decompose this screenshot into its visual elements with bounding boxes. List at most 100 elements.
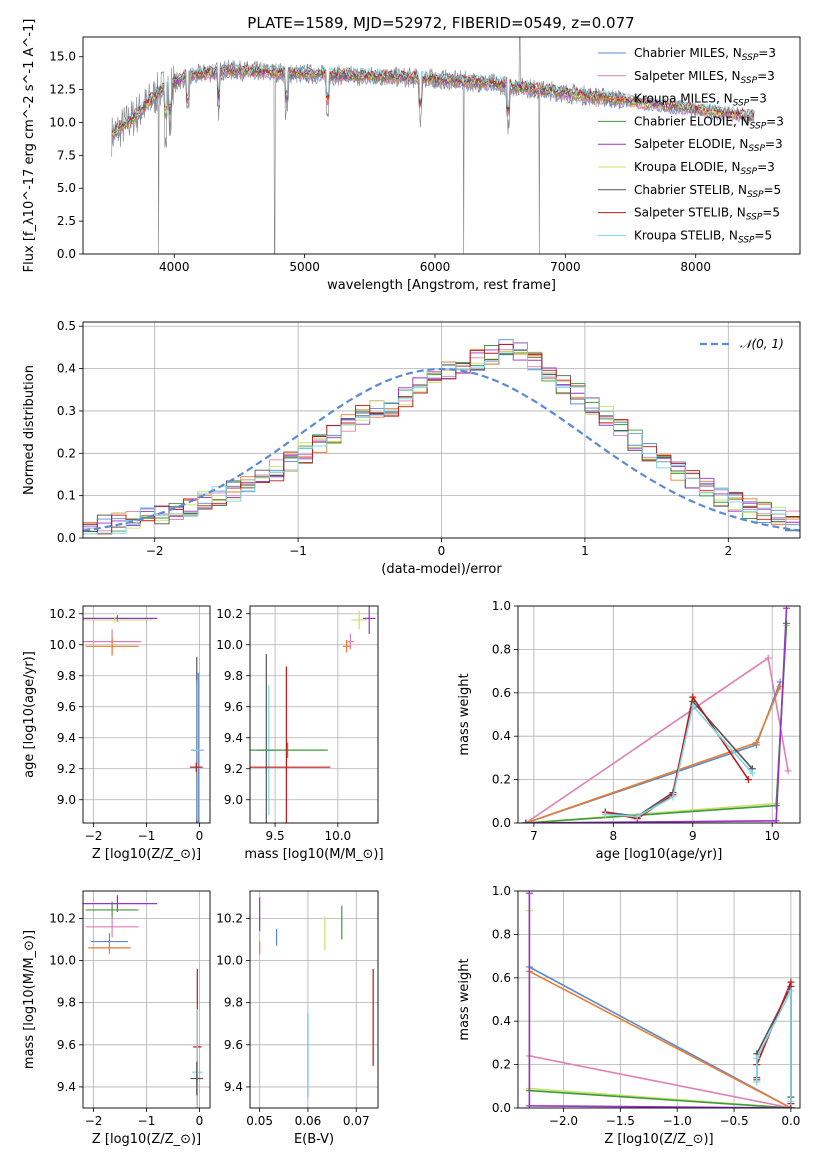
y-tick-label: 0.4 [492,729,511,743]
series-marker-salpeter_stelib [787,978,795,986]
spectrum-plot-area [111,37,755,254]
legend-label-chabrier_elodie: Chabrier ELODIE, NSSP=3 [634,114,784,131]
y-tick-label: 9.0 [224,793,243,807]
legend-label-chabrier_stelib: Chabrier STELIB, NSSP=5 [634,183,781,200]
y-tick-label: 0.4 [492,1014,511,1028]
x-tick-label: 6000 [420,260,451,274]
x-tick-label: 2 [724,544,732,558]
series-line-salpeter_miles [529,1055,792,1108]
residual-histogram-plot-area [83,339,800,535]
figure-title: PLATE=1589, MJD=52972, FIBERID=0549, z=0… [247,14,634,32]
x-tick-label: 10.0 [324,829,351,843]
y-tick-label: 0.2 [57,446,76,460]
normal-distribution-curve [83,367,800,532]
y-tick-label: 7.5 [57,148,76,162]
x-tick-label: 8000 [680,260,711,274]
x-tick-label: −0.5 [719,1114,748,1128]
y-tick-label: 0.3 [57,404,76,418]
y-tick-label: 0.2 [492,773,511,787]
y-tick-label: 15.0 [49,50,76,64]
mass-weight-vs-Z-frame [517,890,801,1109]
y-tick-label: 9.6 [57,1038,76,1052]
series-marker-salpeter_stelib [689,693,697,701]
y-tick-label: 0.5 [57,319,76,333]
x-tick-label: 0 [196,1114,204,1128]
series-marker-salpeter_elodie [522,819,530,823]
x-tick-label: 9 [689,829,697,843]
x-tick-label: 1 [581,544,589,558]
y-tick-label: 9.8 [224,669,243,683]
x-tick-label: −1.5 [606,1114,635,1128]
age-vs-mass-frame [249,605,379,824]
mass-vs-ebv-panel: 0.05 0.06 0.07 9.4 9.6 9.8 10.0 10.2 E(B-V) [216,890,379,1147]
x-tick-label: 0.06 [295,1114,322,1128]
age-vs-mass-x-axis-label: mass [log10(M/M_⊙)] [244,847,383,862]
y-tick-label: 0.0 [57,247,76,261]
y-tick-label: 10.0 [216,638,243,652]
y-tick-label: 9.6 [57,700,76,714]
legend-label-kroupa_elodie: Kroupa ELODIE, NSSP=3 [634,160,775,177]
mass-vs-ebv-x-axis-label: E(B-V) [294,1132,334,1147]
y-tick-label: 1.0 [492,599,511,613]
y-tick-label: 0.0 [57,531,76,545]
series-marker-kroupa_stelib [633,812,641,820]
mass-weight-vs-Z-panel: −2.0 −1.5 −1.0 −0.5 0.0 0.0 0.2 0.4 0.6 0.8 1.0 Z [… [457,884,800,1147]
spectrum-frame [82,36,801,255]
y-tick-label: 0.8 [492,642,511,656]
y-tick-label: 2.5 [57,214,76,228]
residual-histogram-x-axis-label: (data-model)/error [381,562,502,577]
spectrum-panel: 4000 5000 6000 7000 8000 0.0 2.5 5.0 7.5 10.0 12.5… [22,19,801,293]
legend-label-chabrier_miles: Chabrier MILES, NSSP=3 [634,46,776,63]
spectrum-y-axis-label: Flux [f_λ10^-17 erg cm^-2 s^-1 A^-1] [22,19,37,273]
legend-label-kroupa_stelib: Kroupa STELIB, NSSP=5 [634,228,772,245]
x-tick-label: 4000 [159,260,190,274]
y-tick-label: 10.2 [216,607,243,621]
x-tick-label: −2 [146,544,164,558]
series-line-kroupa_miles [529,970,792,1108]
x-tick-label: 5000 [289,260,320,274]
series-marker-kroupa_stelib [601,810,609,818]
series-marker-salpeter_miles [784,767,792,775]
y-tick-label: 9.4 [224,1080,243,1094]
y-tick-label: 9.4 [57,731,76,745]
legend-label-salpeter_elodie: Salpeter ELODIE, NSSP=3 [634,137,783,154]
y-tick-label: 10.0 [49,638,76,652]
y-tick-label: 0.0 [492,816,511,830]
y-tick-label: 9.2 [224,762,243,776]
mass-vs-Z-y-axis-label: mass [log10(M/M_⊙)] [22,930,37,1069]
series-marker-kroupa_miles [752,739,760,747]
x-tick-label: −2 [85,1114,103,1128]
series-marker-salpeter_elodie [525,891,533,897]
residual-histogram-panel: −2 −1 0 1 2 0.0 0.1 0.2 0.3 0.4 0.5 (data-model)/er… [22,319,801,577]
mass-weight-vs-Z-x-axis-label: Z [log10(Z/Z_⊙)] [604,1132,713,1147]
y-tick-label: 0.4 [57,362,76,376]
y-tick-label: 9.8 [57,996,76,1010]
mass-weight-vs-age-y-axis-label: mass weight [457,673,472,755]
age-vs-mass-panel: 9.5 10.0 9.0 9.2 9.4 9.6 9.8 10.0 10.2 mass [log1… [216,605,384,862]
spectrum-legend: Chabrier MILES, NSSP=3 Salpeter MILES, NS… [598,46,784,245]
x-tick-label: −1 [289,544,307,558]
x-tick-label: 0.0 [781,1114,800,1128]
y-tick-label: 9.4 [57,1080,76,1094]
x-tick-label: 0 [196,829,204,843]
mass-vs-Z-panel: −2 −1 0 9.4 9.6 9.8 10.0 10.2 Z [log10(Z/Z_⊙)] ma… [22,890,211,1147]
histogram-step-chabrier_stelib [83,349,800,532]
y-tick-label: 10.2 [49,607,76,621]
x-tick-label: −1.0 [663,1114,692,1128]
mass-vs-Z-plot-area [83,895,204,1108]
x-tick-label: 8 [610,829,618,843]
model-line-kroupa_stelib [111,61,755,133]
series-marker-kroupa_stelib [753,1054,761,1062]
y-tick-label: 5.0 [57,181,76,195]
histogram-step-salpeter_stelib [83,343,800,535]
y-tick-label: 0.2 [492,1058,511,1072]
x-tick-label: 0.07 [343,1114,370,1128]
mass-weight-vs-Z-y-axis-label: mass weight [457,958,472,1040]
x-tick-label: −1 [138,1114,156,1128]
x-tick-label: 0.05 [246,1114,273,1128]
y-tick-label: 9.8 [57,669,76,683]
series-marker-salpeter_miles [764,654,772,662]
series-marker-salpeter_elodie [772,817,780,823]
